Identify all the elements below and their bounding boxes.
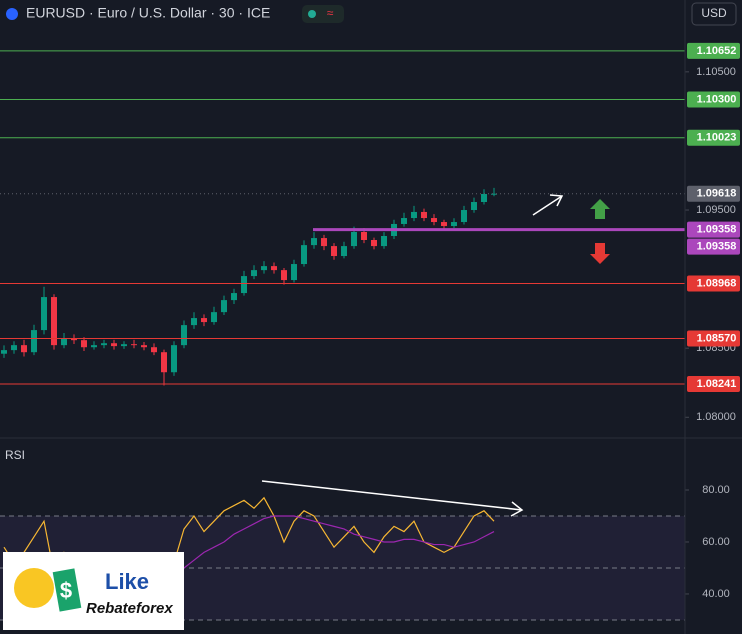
symbol-title: EURUSD · Euro / U.S. Dollar · 30 · ICE — [26, 5, 270, 21]
candle-body — [291, 264, 297, 281]
level-label-box — [687, 221, 740, 238]
candle-body — [411, 211, 417, 219]
candle-body — [281, 270, 287, 281]
candle-body — [171, 345, 177, 373]
y-tick-label: 1.10500 — [696, 66, 736, 78]
rsi-line — [183, 515, 495, 569]
level-label: 1.09618 — [697, 188, 737, 200]
candle-body — [221, 300, 227, 313]
y-tick-label: 60.00 — [702, 536, 730, 548]
y-tick-label: 1.08000 — [696, 411, 736, 423]
rsi-title: RSI — [5, 448, 25, 462]
candle-body — [261, 266, 267, 271]
candle-body — [371, 240, 377, 247]
level-label-box — [687, 185, 740, 202]
candle-body — [491, 193, 497, 195]
candle-body — [81, 340, 87, 348]
candle-body — [11, 345, 17, 351]
candle-body — [361, 231, 367, 241]
currency-button[interactable] — [691, 2, 737, 26]
candle-body — [271, 266, 277, 271]
level-label-box — [687, 275, 740, 292]
logo: $ Like Rebateforex — [3, 552, 184, 630]
y-tick-label: 80.00 — [702, 484, 730, 496]
candle-body — [381, 235, 387, 247]
level-label: 1.09358 — [697, 241, 737, 253]
level-label: 1.08241 — [697, 378, 737, 390]
candle-body — [421, 211, 427, 219]
candle-body — [111, 343, 117, 347]
candle-body — [41, 297, 47, 331]
logo-face — [14, 568, 54, 608]
level-label-box — [687, 42, 740, 59]
candle-body — [401, 218, 407, 224]
level-label: 1.08968 — [697, 277, 737, 289]
candle-body — [441, 222, 447, 227]
level-label: 1.09358 — [697, 224, 737, 236]
candle-body — [201, 318, 207, 323]
candle-body — [71, 338, 77, 341]
trend-arrow — [532, 194, 564, 216]
candle-body — [331, 246, 337, 257]
candle-body — [181, 325, 187, 346]
candle-body — [21, 345, 27, 353]
candle-body — [51, 297, 57, 346]
logo-note — [52, 568, 82, 612]
candle-body — [461, 210, 467, 223]
logo-line1: Like — [105, 569, 149, 594]
candle-body — [321, 238, 327, 247]
status-icon: ≈ — [327, 6, 334, 20]
candle-body — [61, 338, 67, 346]
candle-body — [431, 218, 437, 223]
candle-body — [481, 193, 487, 203]
level-label: 1.08570 — [697, 332, 737, 344]
level-label-box — [687, 375, 740, 392]
level-label-box — [687, 129, 740, 146]
candle-body — [311, 238, 317, 246]
candle-body — [91, 345, 97, 348]
up-arrow — [590, 199, 610, 219]
candle-body — [191, 318, 197, 326]
candle-body — [351, 231, 357, 247]
candle-body — [121, 344, 127, 347]
status-dot — [308, 10, 316, 18]
candle-body — [1, 350, 7, 354]
candle-body — [471, 202, 477, 211]
candle-body — [131, 344, 137, 346]
level-label-box — [687, 91, 740, 108]
currency-label: USD — [701, 6, 727, 20]
y-tick-label: 1.09500 — [696, 204, 736, 216]
candle-body — [141, 345, 147, 348]
candle-body — [211, 312, 217, 323]
rsi-arrow — [261, 480, 524, 517]
symbol-icon — [6, 8, 18, 20]
y-tick-label: 40.00 — [702, 588, 730, 600]
level-label: 1.10652 — [697, 45, 737, 57]
level-label-box — [687, 330, 740, 347]
logo-line2: Rebateforex — [86, 600, 173, 617]
level-label-box — [687, 238, 740, 255]
level-label: 1.10023 — [697, 132, 737, 144]
candle-body — [151, 347, 157, 353]
candle-body — [101, 343, 107, 346]
candle-body — [241, 276, 247, 294]
candle-body — [301, 245, 307, 265]
down-arrow — [590, 243, 610, 264]
candle-body — [31, 330, 37, 353]
status-pill[interactable] — [302, 5, 344, 23]
candle-body — [231, 293, 237, 301]
candle-body — [161, 352, 167, 373]
level-label: 1.10300 — [697, 93, 737, 105]
candle-body — [451, 222, 457, 227]
candle-body — [251, 270, 257, 277]
plot: 1.105001.095001.085001.080001.106521.103… — [0, 42, 740, 621]
candle-body — [341, 246, 347, 257]
logo-dollar: $ — [60, 578, 72, 603]
